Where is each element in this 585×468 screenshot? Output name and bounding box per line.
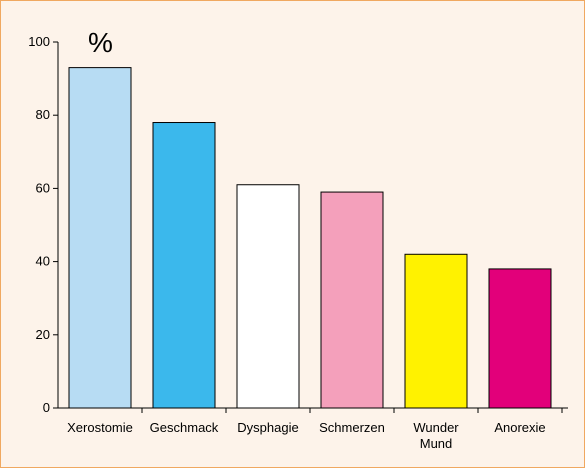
x-tick-label: Schmerzen <box>319 420 385 435</box>
bar-anorexie <box>488 268 552 409</box>
x-tick-label: Dysphagie <box>237 420 298 435</box>
y-tick-label: 100 <box>28 34 50 49</box>
bar-wunder-mund <box>404 253 468 409</box>
y-tick-label: 40 <box>36 254 50 269</box>
y-tick-label: 80 <box>36 107 50 122</box>
y-tick-label: 20 <box>36 327 50 342</box>
bar-schmerzen <box>320 191 384 409</box>
x-tick-label: Geschmack <box>150 420 219 435</box>
bar-xerostomie <box>68 67 132 409</box>
bar-dysphagie <box>236 184 300 409</box>
x-tick-label: Mund <box>420 436 453 451</box>
x-tick-label: Wunder <box>413 420 459 435</box>
x-tick-label: Xerostomie <box>67 420 133 435</box>
bar-geschmack <box>152 122 216 409</box>
y-tick-label: 60 <box>36 180 50 195</box>
unit-label: % <box>88 27 113 58</box>
x-tick-label: Anorexie <box>494 420 545 435</box>
y-tick-label: 0 <box>43 400 50 415</box>
